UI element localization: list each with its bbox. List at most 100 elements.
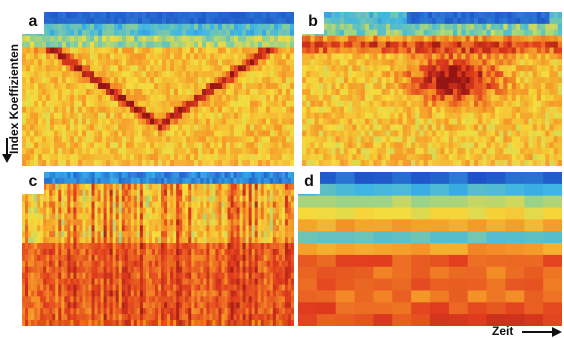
heatmap-a-cell — [270, 106, 275, 114]
heatmap-a-cell — [146, 100, 151, 108]
heatmap-b-cell — [536, 130, 542, 137]
heatmap-c-cell — [200, 237, 204, 244]
heatmap-b-cell — [314, 53, 320, 60]
heatmap-c-cell — [257, 195, 262, 203]
heatmap-c-cell — [121, 189, 126, 197]
heatmap-a-cell — [202, 83, 207, 90]
heatmap-a-cell — [146, 154, 151, 161]
heatmap-b-cell — [452, 77, 458, 84]
heatmap-a-cell — [278, 130, 283, 137]
heatmap-c-cell — [203, 249, 207, 256]
heatmap-b-cell — [452, 71, 458, 78]
heatmap-b-cell — [473, 160, 479, 166]
heatmap-c-cell — [242, 172, 247, 179]
heatmap-c-cell — [167, 195, 171, 203]
heatmap-b-cell — [461, 112, 467, 120]
heatmap-b-cell — [360, 136, 366, 143]
heatmap-c-cell — [185, 243, 189, 250]
heatmap-b-cell — [478, 65, 483, 72]
heatmap-c-cell — [290, 266, 294, 274]
heatmap-c-cell — [103, 207, 108, 215]
heatmap-b-cell — [448, 118, 454, 126]
heatmap-a-cell — [222, 106, 227, 114]
heatmap-b-cell — [469, 47, 475, 55]
heatmap-a-cell — [286, 124, 291, 132]
heatmap-a-cell — [266, 83, 271, 90]
heatmap-c-cell — [233, 207, 238, 215]
heatmap-a-cell — [238, 41, 243, 49]
heatmap-c-cell — [28, 237, 32, 244]
heatmap-a-cell — [122, 23, 127, 31]
heatmap-c-cell — [275, 260, 280, 268]
heatmap-b-cell — [314, 136, 320, 143]
heatmap-a-cell — [78, 17, 83, 25]
heatmap-b-cell — [499, 53, 504, 60]
heatmap-b-cell — [423, 118, 429, 126]
heatmap-c-cell — [31, 225, 35, 232]
heatmap-c-cell — [209, 254, 213, 262]
heatmap-b-cell — [339, 136, 345, 143]
heatmap-c-cell — [154, 254, 159, 262]
heatmap-a-cell — [46, 77, 51, 84]
heatmap-b-cell — [440, 130, 446, 137]
heatmap-a-cell — [186, 94, 191, 102]
heatmap-b-cell — [419, 130, 425, 137]
heatmap-b-cell — [469, 130, 475, 137]
heatmap-c-cell — [227, 183, 232, 191]
heatmap-b-cell — [469, 106, 475, 114]
heatmap-b-cell — [545, 35, 551, 43]
heatmap-c-cell — [136, 177, 141, 185]
heatmap-a-cell — [282, 89, 287, 96]
heatmap-c-cell — [170, 254, 174, 262]
heatmap-c-cell — [167, 207, 171, 215]
heatmap-c-cell — [221, 272, 226, 280]
heatmap-c-cell — [97, 272, 102, 280]
heatmap-a-cell — [78, 106, 83, 114]
heatmap-a-cell — [166, 94, 171, 102]
heatmap-c-cell — [70, 183, 74, 191]
heatmap-b-cell — [532, 106, 538, 114]
heatmap-a-cell — [182, 106, 187, 114]
heatmap-c-cell — [37, 213, 41, 220]
heatmap-c-cell — [124, 177, 129, 185]
heatmap-a-cell — [22, 124, 27, 132]
heatmap-b-cell — [436, 47, 441, 55]
heatmap-a-cell — [22, 100, 27, 108]
heatmap-b-cell — [494, 53, 500, 60]
heatmap-b-cell — [394, 154, 400, 161]
heatmap-c-cell — [275, 237, 280, 244]
heatmap-b-cell — [427, 130, 433, 137]
heatmap-a-cell — [158, 29, 163, 37]
heatmap-b-cell — [369, 12, 374, 19]
heatmap-c-cell — [215, 243, 220, 250]
heatmap-a-cell — [46, 89, 51, 96]
heatmap-c-cell — [278, 195, 283, 203]
heatmap-b-cell — [360, 106, 366, 114]
heatmap-a-cell — [138, 124, 143, 132]
heatmap-c-cell — [185, 195, 189, 203]
heatmap-a-cell — [114, 17, 119, 25]
heatmap-c-cell — [173, 225, 177, 232]
heatmap-c-cell — [94, 207, 99, 215]
heatmap-a-cell — [34, 83, 39, 90]
heatmap-b-cell — [473, 112, 479, 120]
heatmap-a-cell — [130, 65, 135, 72]
heatmap-a-cell — [198, 71, 203, 78]
heatmap-a-cell — [174, 12, 179, 19]
heatmap-a-cell — [242, 154, 247, 161]
heatmap-c-cell — [100, 219, 105, 226]
heatmap-b-cell — [436, 118, 441, 126]
heatmap-c-cell — [31, 201, 35, 209]
heatmap-a-cell — [290, 154, 294, 161]
heatmap-a-cell — [106, 148, 111, 155]
heatmap-b-cell — [511, 94, 517, 102]
heatmap-b-cell — [390, 136, 395, 143]
heatmap-b-cell — [302, 124, 307, 132]
heatmap-a-cell — [50, 53, 55, 60]
heatmap-a-cell — [94, 12, 99, 19]
heatmap-c-cell — [242, 272, 247, 280]
heatmap-a-cell — [246, 23, 251, 31]
heatmap-a-cell — [274, 53, 279, 60]
heatmap-b-cell — [494, 154, 500, 161]
heatmap-a-cell — [178, 106, 183, 114]
